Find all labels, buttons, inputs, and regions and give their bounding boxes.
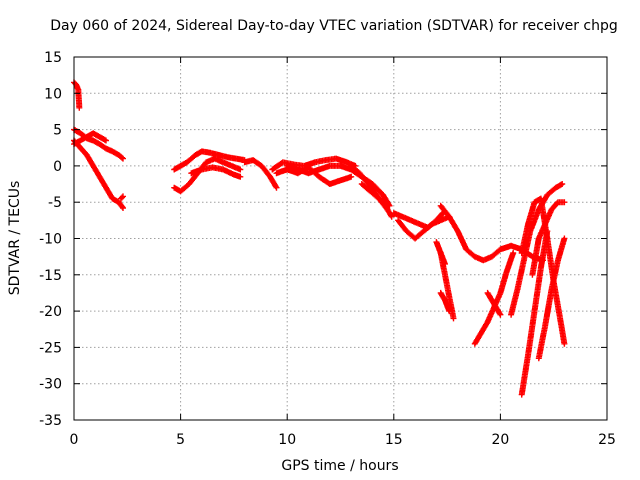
data-series-pass-24	[518, 228, 551, 398]
y-tick-label: -30	[39, 377, 62, 393]
x-tick-labels: 0 5 10 15 20 25	[70, 432, 616, 448]
data-series-pass-01	[71, 79, 83, 111]
axis-ticks	[73, 56, 608, 421]
data-series-pass-21	[471, 250, 517, 347]
grid	[74, 57, 607, 420]
y-axis-label: SDTVAR / TECUs	[7, 181, 23, 296]
y-tick-label: -15	[39, 268, 62, 284]
y-tick-label: 15	[44, 50, 62, 66]
x-tick-label: 5	[176, 432, 185, 448]
chart-title: Day 060 of 2024, Sidereal Day-to-day VTE…	[50, 18, 618, 34]
y-tick-label: 5	[53, 123, 62, 139]
data-series-pass-09	[241, 157, 280, 191]
y-tick-label: -5	[48, 195, 62, 211]
data-series-pass-20	[437, 202, 546, 264]
y-tick-label: 0	[53, 159, 62, 175]
y-tick-label: -35	[39, 413, 62, 429]
data-series-pass-16	[395, 213, 453, 242]
data-points	[71, 79, 568, 398]
data-series-pass-27	[518, 195, 568, 347]
y-tick-label: -25	[39, 340, 62, 356]
y-tick-label: -20	[39, 304, 62, 320]
y-tick-label: -10	[39, 232, 62, 248]
x-axis-label: GPS time / hours	[281, 458, 398, 474]
y-tick-labels: 15 10 5 0 -5 -10 -15 -20 -25 -30 -35	[39, 50, 62, 429]
x-tick-label: 0	[70, 432, 79, 448]
x-tick-label: 15	[385, 432, 403, 448]
data-series-pass-18	[437, 250, 457, 322]
data-series-pass-14	[358, 181, 391, 213]
x-tick-label: 20	[491, 432, 509, 448]
data-series-pass-22	[484, 289, 504, 318]
data-series-pass-19	[437, 289, 453, 315]
x-tick-label: 25	[598, 432, 616, 448]
data-series-pass-06	[171, 148, 248, 173]
y-tick-label: 10	[44, 86, 62, 102]
x-tick-label: 10	[278, 432, 296, 448]
data-series-pass-04	[71, 137, 126, 211]
data-series-pass-08	[188, 164, 244, 180]
data-series-pass-05	[117, 193, 126, 202]
